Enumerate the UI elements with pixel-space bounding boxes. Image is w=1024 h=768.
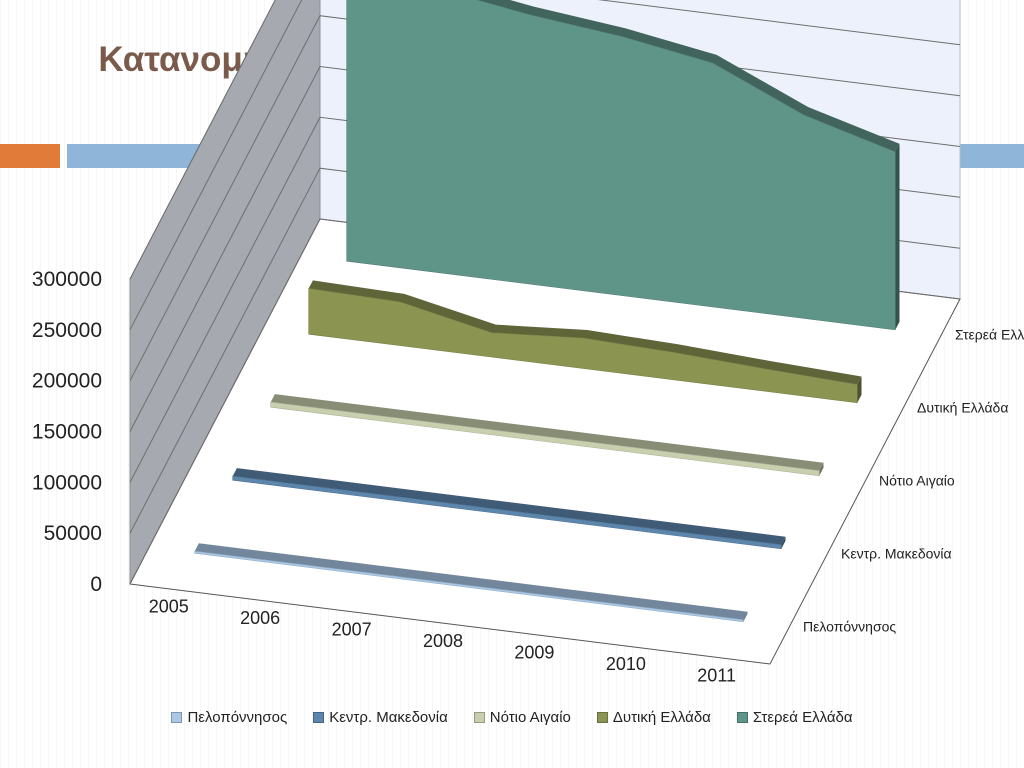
legend-swatch — [736, 711, 748, 723]
depth-axis-label: Κεντρ. Μακεδονία — [841, 546, 952, 562]
depth-axis-label: Στερεά Ελλάδα — [955, 327, 1024, 343]
gridline — [129, 15, 961, 381]
series-top-1 — [194, 543, 748, 620]
series-area-4 — [308, 288, 858, 404]
legend-label: Πελοπόννησος — [187, 708, 288, 726]
y-tick-label: 0 — [90, 573, 102, 596]
y-tick-label: 150000 — [32, 421, 102, 444]
legend-label: Δυτική Ελλάδα — [612, 708, 711, 726]
series-area-5 — [346, 0, 896, 331]
x-tick-label: 2008 — [423, 631, 463, 651]
legend-item: Στερεά Ελλάδα — [736, 708, 853, 726]
accent-bar-orange — [0, 144, 60, 168]
x-tick-label: 2010 — [606, 654, 646, 674]
legend-swatch — [171, 711, 183, 723]
chart-legend: Πελοπόννησος Κεντρ. Μακεδονία Νότιο Αιγαίο… — [0, 704, 1024, 730]
legend-swatch — [473, 711, 485, 723]
series-side-3 — [819, 462, 824, 476]
x-tick-label: 2006 — [240, 608, 280, 628]
legend-label: Κεντρ. Μακεδονία — [329, 708, 448, 726]
x-tick-label: 2005 — [149, 597, 189, 617]
series-side-5 — [895, 143, 900, 330]
depth-axis-label: Δυτική Ελλάδα — [917, 400, 1008, 416]
series-top-2 — [232, 468, 786, 545]
legend-item: Νότιο Αιγαίο — [473, 708, 571, 726]
y-tick-label: 50000 — [44, 522, 102, 545]
depth-axis-label: Πελοπόννησος — [803, 619, 896, 635]
series-top-4 — [308, 280, 862, 385]
depth-axis-label: Νότιο Αιγαίο — [879, 473, 955, 489]
series-area-1 — [194, 550, 744, 623]
series-side-1 — [743, 611, 748, 622]
y-tick-label: 100000 — [32, 471, 102, 494]
y-tick-label: 250000 — [32, 319, 102, 342]
series-side-4 — [857, 376, 862, 403]
legend-swatch — [596, 711, 608, 723]
legend-label: Στερεά Ελλάδα — [752, 708, 853, 726]
x-tick-label: 2007 — [332, 620, 372, 640]
series-top-3 — [270, 394, 824, 471]
series-area-3 — [270, 401, 820, 477]
legend-item: Δυτική Ελλάδα — [596, 708, 711, 726]
legend-label: Νότιο Αιγαίο — [489, 708, 571, 726]
legend-item: Πελοπόννησος — [171, 709, 287, 726]
gridline — [129, 0, 276, 280]
y-tick-label: 200000 — [32, 370, 102, 393]
gridline — [129, 0, 961, 331]
y-tick-label: 300000 — [32, 268, 102, 291]
legend-swatch — [313, 711, 325, 723]
x-tick-label: 2009 — [514, 642, 554, 662]
x-tick-label: 2011 — [697, 665, 736, 685]
legend-item: Κεντρ. Μακεδονία — [313, 709, 448, 726]
series-side-2 — [781, 536, 786, 549]
series-area-2 — [232, 475, 782, 550]
